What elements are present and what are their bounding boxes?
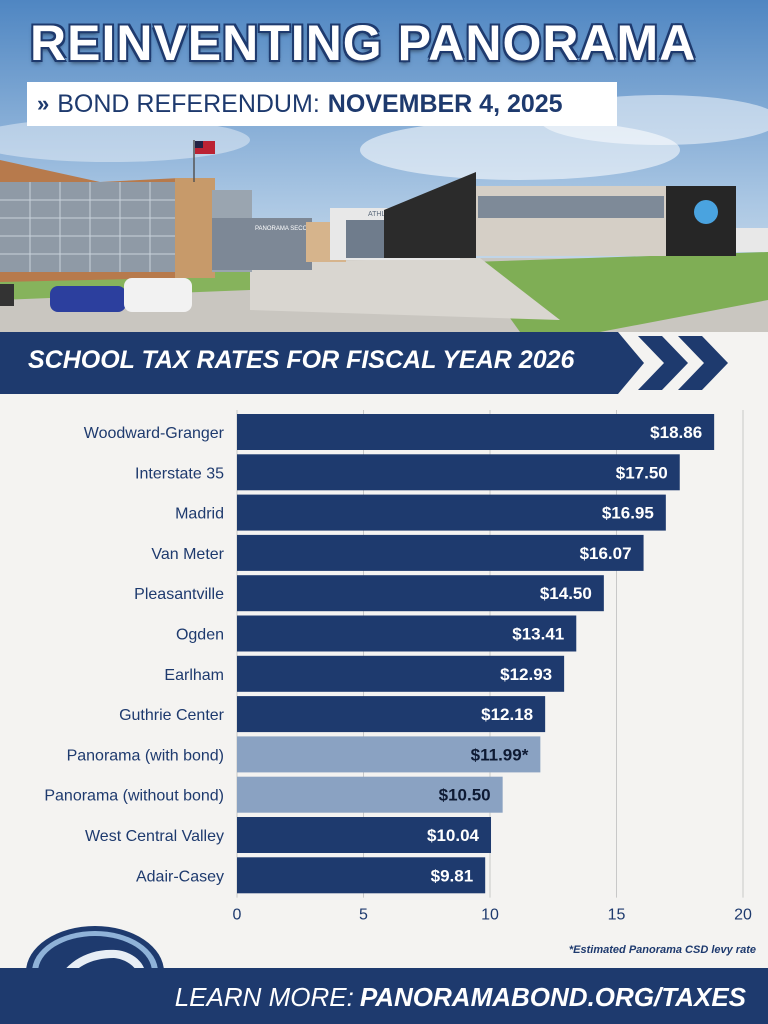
x-tick-label: 20 bbox=[734, 907, 752, 924]
bar bbox=[237, 575, 604, 612]
value-label: $17.50 bbox=[616, 463, 668, 482]
bar bbox=[237, 696, 546, 733]
footer-cta: LEARN MORE: PANORAMABOND.ORG/TAXES bbox=[175, 982, 746, 1013]
value-label: $16.07 bbox=[580, 544, 632, 563]
category-label: Woodward-Granger bbox=[84, 425, 225, 442]
category-label: Guthrie Center bbox=[119, 707, 225, 724]
category-label: Madrid bbox=[175, 506, 224, 523]
value-label: $18.86 bbox=[650, 423, 702, 442]
banner-arrows bbox=[0, 332, 728, 394]
bar bbox=[237, 655, 565, 692]
category-label: Van Meter bbox=[151, 546, 224, 563]
category-label: Earlham bbox=[164, 667, 224, 684]
referendum-banner: » BOND REFERENDUM: NOVEMBER 4, 2025 bbox=[27, 82, 617, 126]
bar bbox=[237, 414, 715, 450]
x-tick-label: 15 bbox=[608, 907, 626, 924]
value-label: $13.41 bbox=[512, 625, 564, 644]
bar bbox=[237, 454, 680, 491]
bar bbox=[237, 615, 577, 652]
hero-image: PANORAMA SECONDARY SCHOOL ATHLETICS ENTR… bbox=[0, 0, 768, 332]
footer-bar: LEARN MORE: PANORAMABOND.ORG/TAXES bbox=[0, 968, 768, 1024]
category-label: West Central Valley bbox=[85, 828, 224, 845]
value-label: $12.18 bbox=[481, 705, 533, 724]
category-label: Panorama (without bond) bbox=[44, 788, 224, 805]
value-label: $10.50 bbox=[439, 786, 491, 805]
value-label: $11.99* bbox=[471, 745, 529, 764]
value-label: $10.04 bbox=[427, 826, 480, 845]
value-label: $16.95 bbox=[602, 504, 654, 523]
bar bbox=[237, 776, 503, 813]
category-label: Pleasantville bbox=[134, 586, 224, 603]
x-tick-label: 10 bbox=[481, 907, 499, 924]
category-label: Interstate 35 bbox=[135, 465, 224, 482]
bar bbox=[237, 534, 644, 571]
referendum-label: BOND REFERENDUM: bbox=[57, 89, 320, 118]
bar bbox=[237, 817, 492, 853]
chevron-icon: » bbox=[37, 91, 50, 116]
bar bbox=[237, 857, 486, 894]
category-label: Panorama (with bond) bbox=[67, 747, 224, 764]
building-sign: PANORAMA SECONDARY SCHOOL bbox=[255, 226, 356, 232]
x-tick-label: 5 bbox=[359, 907, 368, 924]
value-label: $12.93 bbox=[500, 665, 552, 684]
category-label: Ogden bbox=[176, 627, 224, 644]
bar bbox=[237, 494, 666, 531]
main-title: REINVENTING PANORAMA bbox=[30, 15, 697, 71]
chart-title: SCHOOL TAX RATES FOR FISCAL YEAR 2026 bbox=[28, 346, 575, 374]
category-label: Adair-Casey bbox=[136, 868, 224, 885]
footnote: *Estimated Panorama CSD levy rate bbox=[568, 944, 756, 956]
section-banner: SCHOOL TAX RATES FOR FISCAL YEAR 2026 bbox=[0, 332, 768, 394]
value-label: $14.50 bbox=[540, 584, 592, 603]
bar bbox=[237, 736, 541, 773]
x-tick-label: 0 bbox=[233, 907, 242, 924]
website-link[interactable]: PANORAMABOND.ORG/TAXES bbox=[359, 982, 746, 1012]
learn-more-label: LEARN MORE: bbox=[174, 982, 354, 1012]
referendum-date: NOVEMBER 4, 2025 bbox=[327, 89, 563, 118]
value-label: $9.81 bbox=[431, 866, 474, 885]
tax-rate-chart: Woodward-Granger $18.86 Interstate 35 $17.5… bbox=[44, 410, 752, 924]
